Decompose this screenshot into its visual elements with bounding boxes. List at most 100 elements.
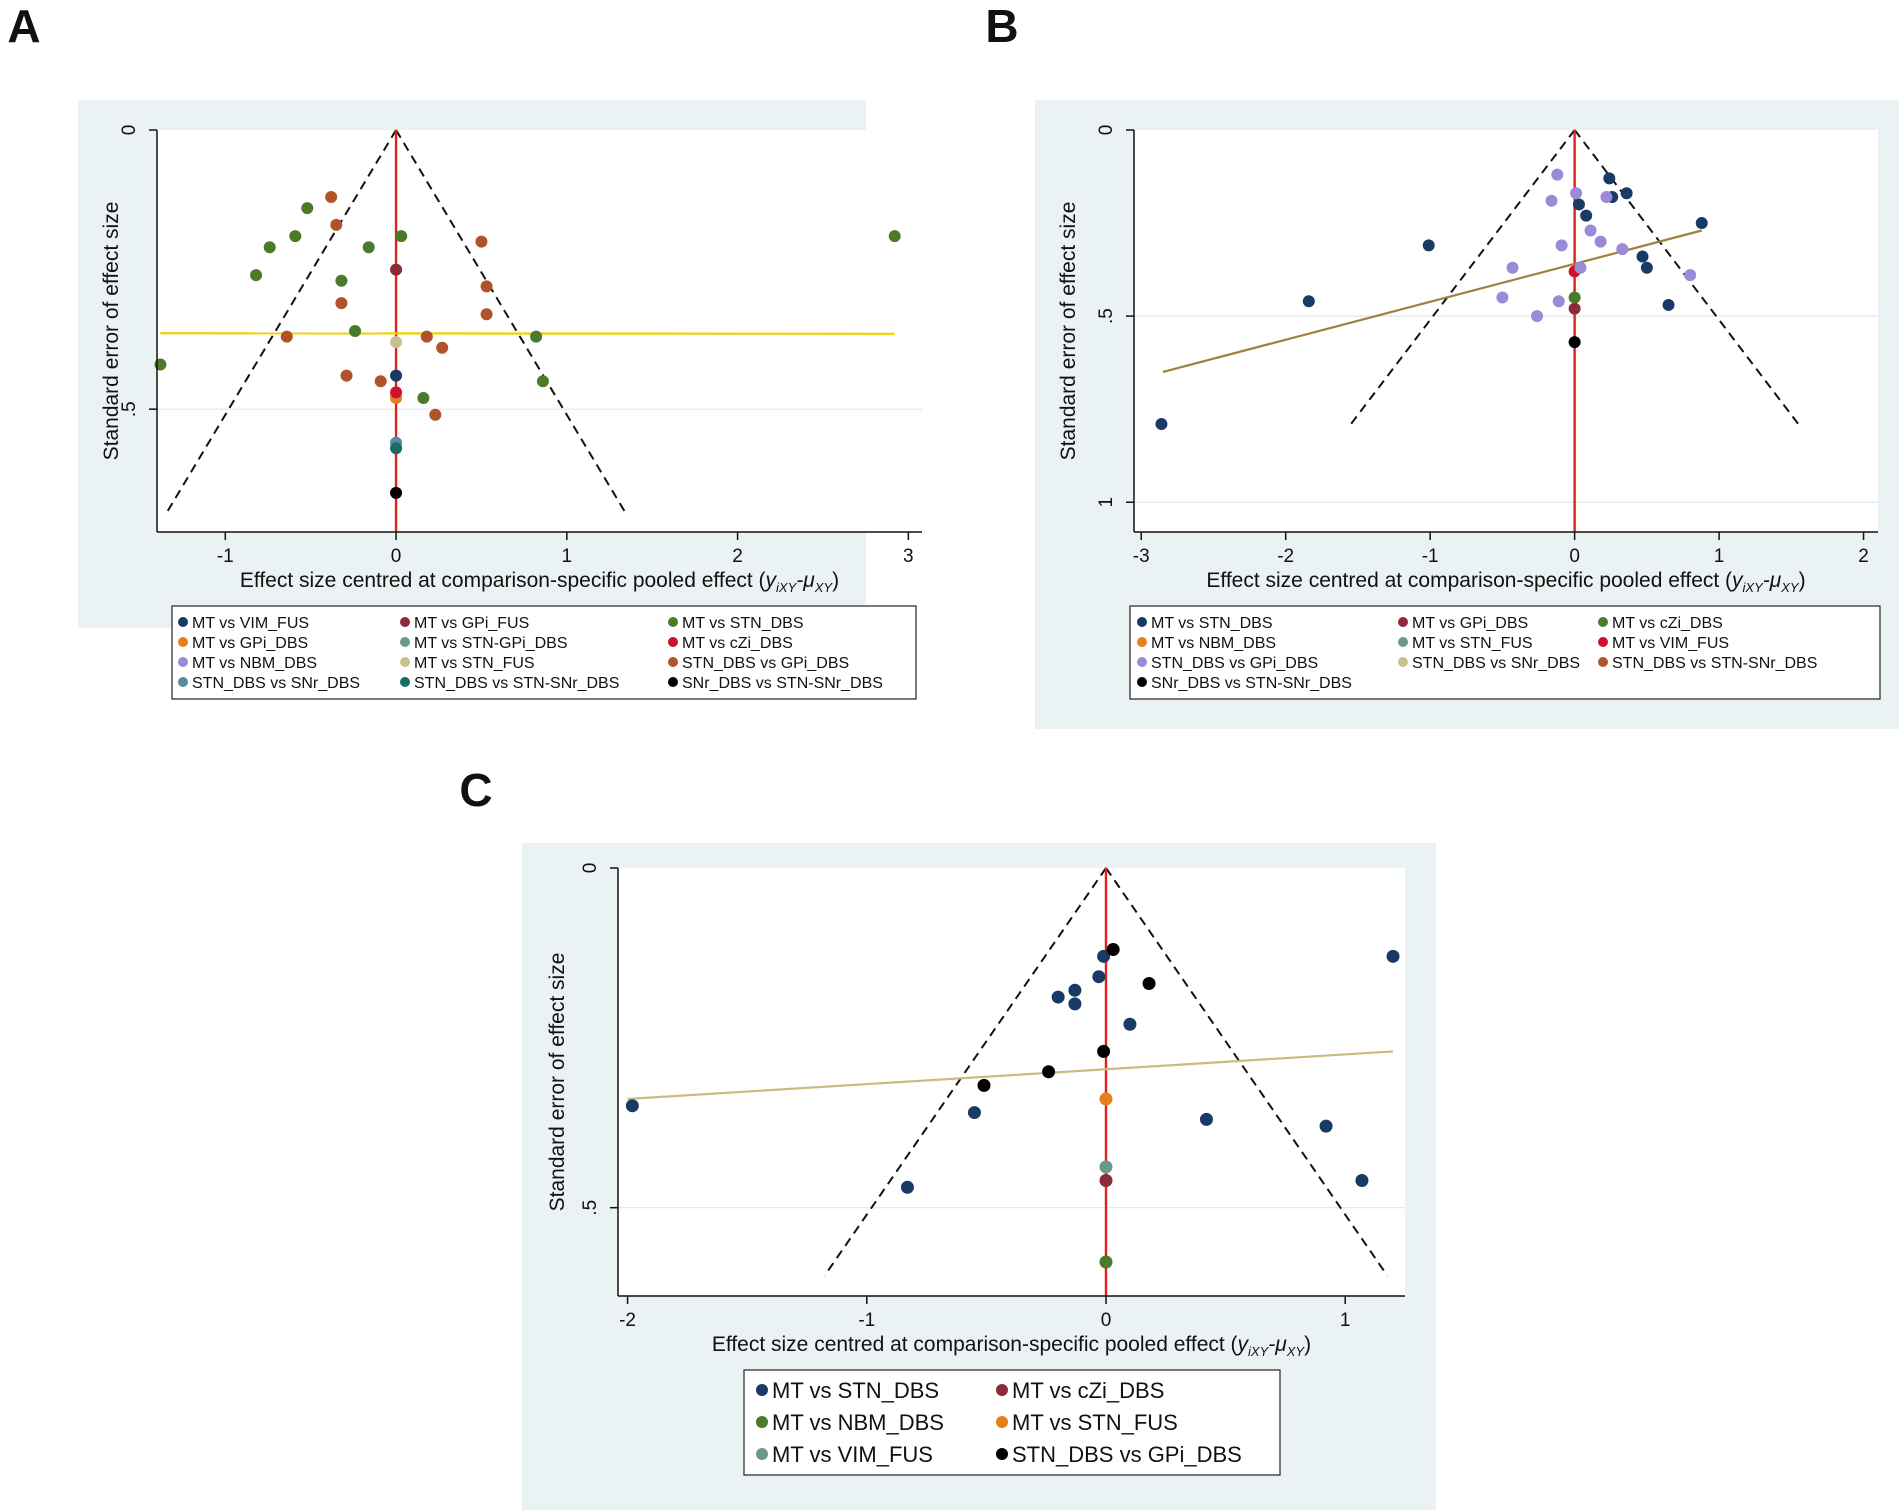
legend-item: STN_DBS vs SNr_DBS	[178, 675, 360, 692]
legend-item: MT vs STN_FUS	[996, 1410, 1178, 1435]
legend-marker	[1137, 677, 1147, 687]
y-tick-label: 0	[119, 125, 140, 136]
regression-line	[160, 332, 895, 335]
data-point	[1506, 261, 1519, 274]
data-point	[390, 386, 403, 399]
legend-marker	[400, 617, 410, 627]
legend-label: MT vs STN_DBS	[1151, 615, 1273, 632]
legend-marker	[1398, 637, 1408, 647]
data-point	[1531, 310, 1544, 323]
legend-box	[743, 1369, 1281, 1476]
legend-label: STN_DBS vs SNr_DBS	[1412, 655, 1580, 672]
x-tick-label: 2	[1858, 546, 1869, 567]
legend-label: MT vs STN_FUS	[1012, 1410, 1178, 1435]
legend-item: MT vs cZi_DBS	[996, 1378, 1164, 1403]
data-point	[154, 358, 167, 371]
legend-marker	[400, 657, 410, 667]
legend-marker	[1137, 637, 1147, 647]
data-point	[395, 230, 408, 243]
x-axis-title-math: y	[1236, 1333, 1250, 1356]
legend-item: STN_DBS vs GPi_DBS	[1137, 655, 1318, 672]
data-point	[1684, 269, 1697, 282]
data-point	[1568, 291, 1581, 304]
legend-item: MT vs VIM_FUS	[1598, 635, 1729, 652]
legend-marker	[996, 1448, 1008, 1460]
legend-label: STN_DBS vs GPi_DBS	[682, 655, 849, 672]
data-point	[362, 241, 375, 254]
legend-marker	[178, 637, 188, 647]
data-point	[1555, 239, 1568, 252]
x-tick-label: -2	[619, 1310, 636, 1331]
legend-marker	[1137, 657, 1147, 667]
legend-label: SNr_DBS vs STN-SNr_DBS	[1151, 675, 1352, 692]
x-axis-title-subscript: XY	[1780, 580, 1800, 595]
panel-c: -2 -1 0 1 0 .5 Standard error of effect size Ef…	[522, 843, 1436, 1510]
legend-item: STN_DBS vs STN-SNr_DBS	[400, 675, 619, 692]
legend-box	[171, 605, 917, 700]
legend-marker	[668, 677, 678, 687]
data-point	[420, 330, 433, 343]
data-point	[325, 191, 338, 203]
data-point	[263, 241, 276, 254]
data-point	[967, 1106, 981, 1120]
data-point	[1099, 1092, 1113, 1106]
legend: MT vs STN_DBS MT vs GPi_DBS MT vs cZi_DBS M…	[1129, 605, 1881, 700]
data-point	[1620, 187, 1633, 200]
data-point	[1574, 261, 1587, 274]
data-point	[390, 263, 403, 276]
x-axis-title-text: Effect size centred at comparison-specif…	[240, 569, 766, 592]
legend-item: STN_DBS vs GPi_DBS	[996, 1442, 1242, 1467]
x-tick-label: 0	[1569, 546, 1580, 567]
legend-label: MT vs cZi_DBS	[1612, 615, 1723, 632]
legend-label: STN_DBS vs GPi_DBS	[1151, 655, 1318, 672]
legend-item: SNr_DBS vs STN-SNr_DBS	[1137, 675, 1352, 692]
data-point	[1386, 949, 1400, 963]
legend-item: MT vs STN_DBS	[1137, 615, 1273, 632]
legend-item: MT vs STN_FUS	[1398, 635, 1533, 652]
legend-label: STN_DBS vs GPi_DBS	[1012, 1442, 1242, 1467]
legend-label: MT vs cZi_DBS	[682, 635, 793, 652]
data-point	[1199, 1112, 1213, 1126]
data-point	[390, 442, 403, 455]
plot-area	[157, 130, 922, 532]
y-tick-label: .5	[580, 1200, 601, 1216]
x-axis-title-math: -μ	[796, 569, 815, 592]
legend-label: MT vs NBM_DBS	[1151, 635, 1276, 652]
x-axis-title-text: Effect size centred at comparison-specif…	[1206, 569, 1732, 592]
y-axis-title: Standard error of effect size	[546, 953, 569, 1212]
regression-line	[627, 1050, 1394, 1101]
legend-item: STN_DBS vs STN-SNr_DBS	[1598, 655, 1817, 672]
legend-label: MT vs GPi_DBS	[1412, 615, 1528, 632]
legend-marker	[1598, 617, 1608, 627]
x-tick-label: 0	[1101, 1310, 1112, 1331]
legend-item: MT vs STN-GPi_DBS	[400, 635, 568, 652]
data-point	[900, 1180, 914, 1194]
data-point	[301, 202, 314, 215]
data-point	[475, 235, 488, 248]
data-point	[340, 369, 353, 382]
plot-area	[1134, 130, 1878, 532]
panel-label-a: A	[7, 0, 40, 52]
x-tick-label: -1	[858, 1310, 875, 1331]
x-tick-label: 1	[1714, 546, 1725, 567]
legend-marker	[668, 657, 678, 667]
y-axis-title: Standard error of effect size	[1057, 202, 1080, 461]
legend-item: MT vs NBM_DBS	[178, 655, 317, 672]
panel-label-c: C	[459, 764, 492, 816]
data-point	[1099, 1174, 1113, 1188]
y-tick-label: 0	[1096, 125, 1117, 136]
legend-marker	[756, 1416, 768, 1428]
x-axis-title-subscript: iXY	[1743, 580, 1765, 595]
legend-marker	[400, 637, 410, 647]
legend-marker	[178, 657, 188, 667]
legend-item: MT vs GPi_DBS	[1398, 615, 1528, 632]
x-axis-title-text: )	[1799, 569, 1806, 592]
data-point	[1545, 194, 1558, 207]
funnel-right-line	[1105, 867, 1389, 1277]
legend-item: MT vs STN_DBS	[756, 1378, 939, 1403]
data-point	[1594, 235, 1607, 248]
x-axis-title-subscript: XY	[1286, 1344, 1306, 1359]
plot-area	[618, 868, 1405, 1296]
data-point	[335, 297, 348, 310]
